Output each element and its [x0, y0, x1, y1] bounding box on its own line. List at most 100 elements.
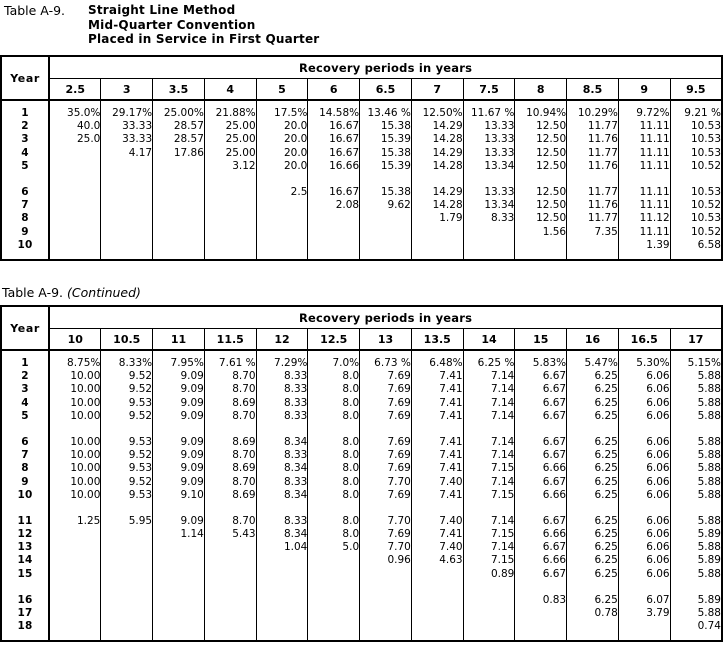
table2-period-header-16: 16	[566, 328, 619, 351]
table2-cell-spacer	[671, 423, 721, 436]
table2-cell: 7.69	[387, 462, 411, 475]
table2-cell: 7.41	[439, 462, 463, 475]
table1-column-9-5: 9.21 % 10.53 10.53 10.53 10.52 10.53 10.52 10.…	[669, 99, 723, 261]
table2-period-header-row: 10 10.5 11 11.5 12 12.5 13 13.5 14 15 16 16.5 17	[1, 328, 723, 351]
table2-period-header-10: 10	[48, 328, 102, 351]
table2-cell: 5.15%	[687, 357, 721, 369]
table1-cell: 13.33	[484, 185, 515, 198]
table2-cell: 0.78	[594, 607, 618, 619]
table1-cell	[257, 212, 308, 225]
table2-cell-spacer	[205, 423, 256, 436]
table2-cell: 6.25	[594, 435, 618, 448]
table2-cell: 6.06	[646, 541, 670, 554]
table2-cell: 6.25	[594, 383, 618, 396]
table2-cell: 7.14	[490, 435, 515, 448]
table2-cell: 6.25	[594, 409, 618, 422]
table2-column-17: 5.15% 5.88 5.88 5.88 5.88 5.88 5.88 5.88 5.88 5.…	[669, 348, 723, 643]
table2-cell-spacer	[515, 581, 566, 594]
table2-column-14: 6.25 % 7.14 7.14 7.14 7.14 7.14 7.14 7.15 7.14 7…	[462, 348, 516, 643]
table2-cell: 7.41	[439, 528, 463, 541]
table2-cell	[205, 568, 256, 581]
table1-cell: 16.67	[329, 120, 360, 133]
table2-cell: 5.88	[697, 567, 721, 580]
table1-cell: 11.76	[587, 159, 618, 172]
table1-period-header-9-5: 9.5	[669, 78, 723, 101]
table2-cell: 0.96	[387, 554, 411, 567]
table2-row-year-10: 10	[17, 488, 33, 501]
table2-cell: 6.66	[542, 528, 567, 541]
table2-cell: 5.88	[697, 488, 721, 501]
table2-cell: 6.25	[594, 593, 618, 606]
table1-head: Year Recovery periods in years 2.5 3 3.5 4 5…	[0, 55, 723, 101]
table2-period-header-13-5: 13.5	[410, 328, 464, 351]
table1-cell: 11.77	[587, 185, 618, 198]
table1-cell	[308, 239, 359, 252]
table2-cell: 6.06	[646, 462, 670, 475]
table2-cell: 7.41	[439, 383, 463, 396]
table2-cell-spacer	[153, 581, 204, 594]
table2-cell: 8.70	[232, 514, 256, 527]
table2-container: Year Recovery periods in years 10 10.5 11 1…	[0, 305, 723, 643]
table2-period-header-12: 12	[255, 328, 309, 351]
table1-cell-spacer	[619, 173, 670, 186]
table2-cell: 6.06	[646, 383, 670, 396]
table2-cell: 5.30%	[636, 357, 670, 369]
table2-row-year-11: 11	[17, 514, 33, 527]
table2-cell: 8.0	[342, 449, 360, 462]
table1-cell: 11.11	[639, 225, 670, 238]
table1-cell: 3.12	[232, 159, 256, 172]
table2-cell: 5.95	[128, 514, 153, 527]
table2-cell	[101, 541, 152, 554]
table1-caption-title: Straight Line Method Mid-Quarter Convent…	[88, 3, 319, 47]
depreciation-table-2: Year Recovery periods in years 10 10.5 11 1…	[0, 305, 723, 643]
table1-cell: 16.66	[329, 159, 360, 172]
table1-column-9: 9.72% 11.11 11.11 11.11 11.11 11.11 11.11 11.1…	[617, 99, 671, 261]
table2-cell: 8.0	[342, 383, 360, 396]
table2-cell	[308, 594, 359, 607]
table1-cell: 15.38	[380, 146, 411, 159]
table1-cell-spacer	[101, 173, 152, 186]
table1-cell: 11.67 %	[471, 107, 515, 119]
table2-cell: 7.40	[439, 475, 463, 488]
table2-cell-spacer	[619, 423, 670, 436]
table1-cell: 12.50	[536, 185, 567, 198]
table1-period-header-4: 4	[203, 78, 257, 101]
table2-cell: 7.15	[490, 488, 515, 501]
table2-cell: 5.47%	[584, 357, 618, 369]
table2-cell: 6.07	[646, 593, 670, 606]
table1-cell: 14.29	[432, 120, 463, 133]
table2-cell	[153, 568, 204, 581]
table2-cell	[50, 554, 100, 567]
table2-cell: 7.29%	[274, 357, 308, 369]
table2-cell: 10.00	[70, 370, 101, 383]
table2-cell	[153, 620, 204, 633]
table2-cell: 6.67	[542, 567, 567, 580]
table2-cell: 8.75%	[67, 357, 101, 369]
table2-cell: 7.41	[439, 370, 463, 383]
table2-cell	[205, 620, 256, 633]
table1-title-line-3: Placed in Service in First Quarter	[88, 32, 320, 46]
table2-cell: 8.33	[283, 396, 308, 409]
table1-cell: 11.11	[639, 133, 670, 146]
table2-cell-spacer	[101, 423, 152, 436]
table1-cell: 11.12	[639, 212, 670, 225]
table2-cell	[360, 620, 411, 633]
table2-row-year-17: 17	[17, 607, 33, 619]
table1-cell: 17.5%	[274, 107, 308, 119]
table2-column-16-5: 5.30% 6.06 6.06 6.06 6.06 6.06 6.06 6.06 6.06 6.…	[617, 348, 671, 643]
table2-cell: 6.06	[646, 449, 670, 462]
table2-cell	[412, 607, 463, 620]
table2-cell: 1.25	[76, 514, 101, 527]
table2-cell: 8.69	[232, 435, 256, 448]
table1-row-year-9: 9	[21, 225, 29, 238]
table2-cell	[464, 594, 515, 607]
table2-row-year-6: 6	[21, 435, 29, 448]
table1-cell	[515, 239, 566, 252]
table2-cell: 8.69	[232, 462, 256, 475]
table2-cell: 5.88	[697, 396, 721, 409]
table1-cell: 11.77	[587, 120, 618, 133]
table1-period-header-6: 6	[307, 78, 361, 101]
table2-cell: 5.88	[697, 462, 721, 475]
table1-cell: 10.52	[690, 199, 721, 212]
table1-cell: 10.52	[690, 225, 721, 238]
